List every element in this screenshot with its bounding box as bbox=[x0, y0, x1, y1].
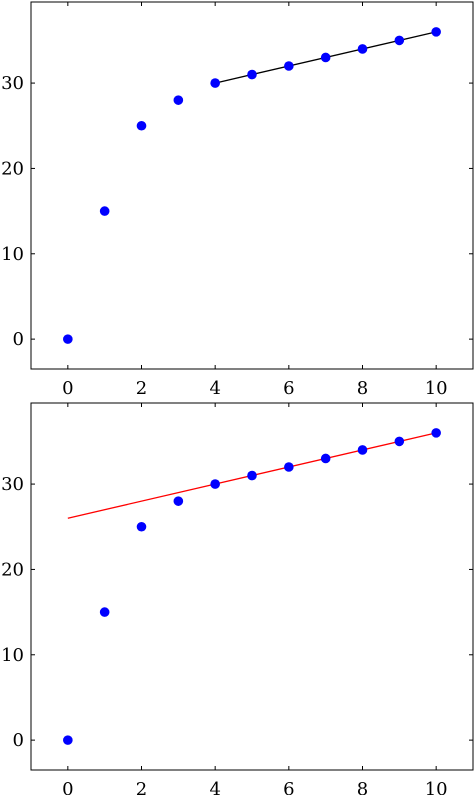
y-tick-label: 30 bbox=[1, 73, 24, 94]
data-point bbox=[210, 78, 220, 88]
data-point bbox=[99, 206, 110, 216]
data-point bbox=[357, 445, 368, 455]
data-point bbox=[173, 95, 184, 105]
data-point bbox=[210, 479, 220, 489]
plot-bottom: 0 2 4 6 8 10 0 10 20 30 bbox=[1, 402, 474, 795]
plot-frame bbox=[30, 1, 474, 370]
x-tick-label: 10 bbox=[425, 378, 448, 399]
y-tick-label: 10 bbox=[1, 645, 24, 666]
data-point bbox=[284, 61, 294, 71]
y-tick-label: 0 bbox=[13, 329, 24, 350]
data-point bbox=[99, 607, 110, 617]
y-tick-label: 0 bbox=[13, 730, 24, 751]
data-point bbox=[431, 27, 441, 37]
data-point bbox=[320, 52, 331, 63]
y-tick-label: 20 bbox=[1, 559, 24, 580]
data-point bbox=[136, 120, 147, 131]
y-tick-label: 20 bbox=[1, 158, 24, 179]
x-tick-label: 6 bbox=[283, 779, 294, 795]
x-tick-label: 4 bbox=[209, 779, 220, 795]
data-point bbox=[247, 470, 257, 481]
data-point bbox=[431, 428, 441, 438]
x-tick-label: 4 bbox=[209, 378, 220, 399]
data-point bbox=[394, 35, 405, 46]
plot-top: 0 2 4 6 8 10 0 10 20 30 bbox=[1, 1, 474, 399]
y-tick-label: 10 bbox=[1, 244, 24, 265]
data-point bbox=[320, 453, 331, 464]
x-tick-label: 10 bbox=[425, 779, 448, 795]
x-tick-label: 0 bbox=[62, 779, 73, 795]
data-point bbox=[284, 462, 294, 472]
x-tick-label: 6 bbox=[283, 378, 294, 399]
data-point bbox=[394, 436, 405, 447]
x-tick-label: 8 bbox=[357, 779, 368, 795]
data-point bbox=[63, 735, 73, 745]
data-point bbox=[357, 44, 368, 54]
y-tick-label: 30 bbox=[1, 474, 24, 495]
x-tick-label: 2 bbox=[136, 779, 147, 795]
data-point bbox=[63, 334, 73, 344]
data-point bbox=[173, 496, 184, 506]
x-tick-label: 2 bbox=[136, 378, 147, 399]
data-point bbox=[136, 521, 147, 532]
data-point bbox=[247, 69, 257, 80]
x-tick-label: 0 bbox=[62, 378, 73, 399]
x-tick-label: 8 bbox=[357, 378, 368, 399]
plot-frame bbox=[30, 402, 474, 771]
